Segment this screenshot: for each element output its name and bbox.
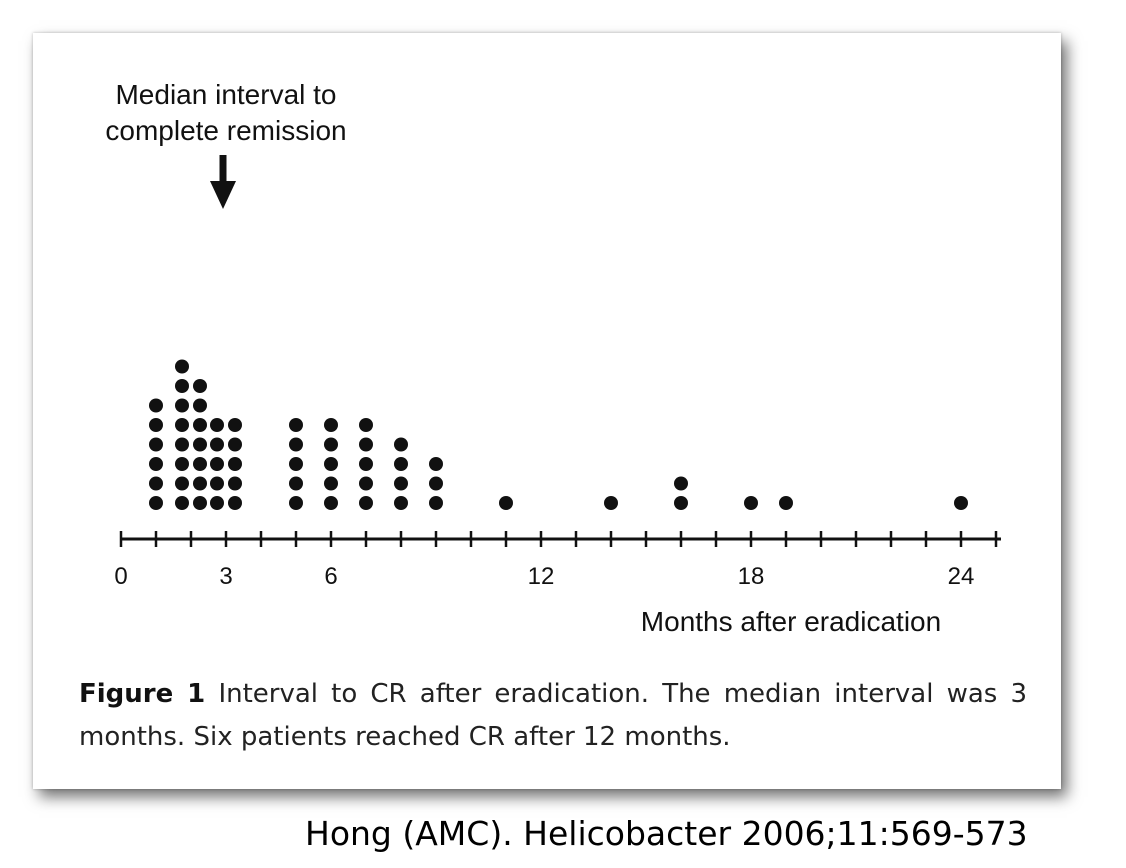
data-dot <box>149 399 163 413</box>
data-dot <box>744 496 758 510</box>
caption-label: Figure 1 <box>79 679 205 709</box>
caption-text: Interval to CR after eradication. The me… <box>79 679 1027 752</box>
x-tick-label: 3 <box>219 563 232 590</box>
x-tick-label: 12 <box>528 563 555 590</box>
annotation-line-2: complete remission <box>105 115 346 146</box>
data-dot <box>394 496 408 510</box>
data-dot <box>175 399 189 413</box>
data-dot <box>210 477 224 491</box>
data-dot <box>394 477 408 491</box>
data-dot <box>175 438 189 452</box>
arrow-head <box>210 181 236 209</box>
x-axis-tick-labels: 0 3 6 12 18 24 <box>114 563 974 590</box>
data-dot <box>499 496 513 510</box>
data-dot <box>289 438 303 452</box>
x-axis-title: Months after eradication <box>641 606 941 637</box>
data-dot <box>210 418 224 432</box>
data-dot <box>359 496 373 510</box>
data-dot <box>954 496 968 510</box>
data-dot <box>228 418 242 432</box>
figure-card: Median interval to complete remission 0 3… <box>33 33 1061 789</box>
data-dot <box>175 457 189 471</box>
data-dot <box>674 496 688 510</box>
data-dot <box>674 477 688 491</box>
data-dot <box>359 477 373 491</box>
dot-plot-chart: Median interval to complete remission 0 3… <box>33 33 1061 643</box>
data-dot <box>324 438 338 452</box>
data-dot <box>604 496 618 510</box>
data-dot <box>175 418 189 432</box>
annotation-line-1: Median interval to <box>115 79 336 110</box>
data-dot <box>228 438 242 452</box>
data-dot <box>175 496 189 510</box>
data-dot <box>779 496 793 510</box>
data-dots <box>149 360 968 511</box>
data-dot <box>193 418 207 432</box>
data-dot <box>210 457 224 471</box>
x-tick-label: 18 <box>738 563 765 590</box>
data-dot <box>175 379 189 393</box>
data-dot <box>324 418 338 432</box>
citation-text: Hong (AMC). Helicobacter 2006;11:569-573 <box>305 814 1028 853</box>
data-dot <box>175 360 189 374</box>
data-dot <box>175 477 189 491</box>
data-dot <box>149 418 163 432</box>
data-dot <box>149 438 163 452</box>
data-dot <box>193 379 207 393</box>
x-tick-label: 24 <box>948 563 975 590</box>
data-dot <box>324 477 338 491</box>
data-dot <box>149 496 163 510</box>
data-dot <box>149 477 163 491</box>
data-dot <box>289 496 303 510</box>
data-dot <box>149 457 163 471</box>
data-dot <box>429 496 443 510</box>
data-dot <box>193 457 207 471</box>
data-dot <box>193 477 207 491</box>
data-dot <box>359 418 373 432</box>
x-tick-label: 6 <box>324 563 337 590</box>
figure-caption: Figure 1 Interval to CR after eradicatio… <box>79 673 1027 759</box>
x-tick-label: 0 <box>114 563 127 590</box>
data-dot <box>394 438 408 452</box>
data-dot <box>289 457 303 471</box>
median-arrow <box>210 155 236 209</box>
data-dot <box>324 457 338 471</box>
data-dot <box>210 496 224 510</box>
data-dot <box>193 399 207 413</box>
data-dot <box>429 477 443 491</box>
data-dot <box>193 438 207 452</box>
data-dot <box>359 457 373 471</box>
data-dot <box>228 457 242 471</box>
data-dot <box>228 477 242 491</box>
data-dot <box>289 418 303 432</box>
data-dot <box>324 496 338 510</box>
data-dot <box>228 496 242 510</box>
data-dot <box>429 457 443 471</box>
data-dot <box>210 438 224 452</box>
data-dot <box>359 438 373 452</box>
data-dot <box>289 477 303 491</box>
data-dot <box>193 496 207 510</box>
data-dot <box>394 457 408 471</box>
